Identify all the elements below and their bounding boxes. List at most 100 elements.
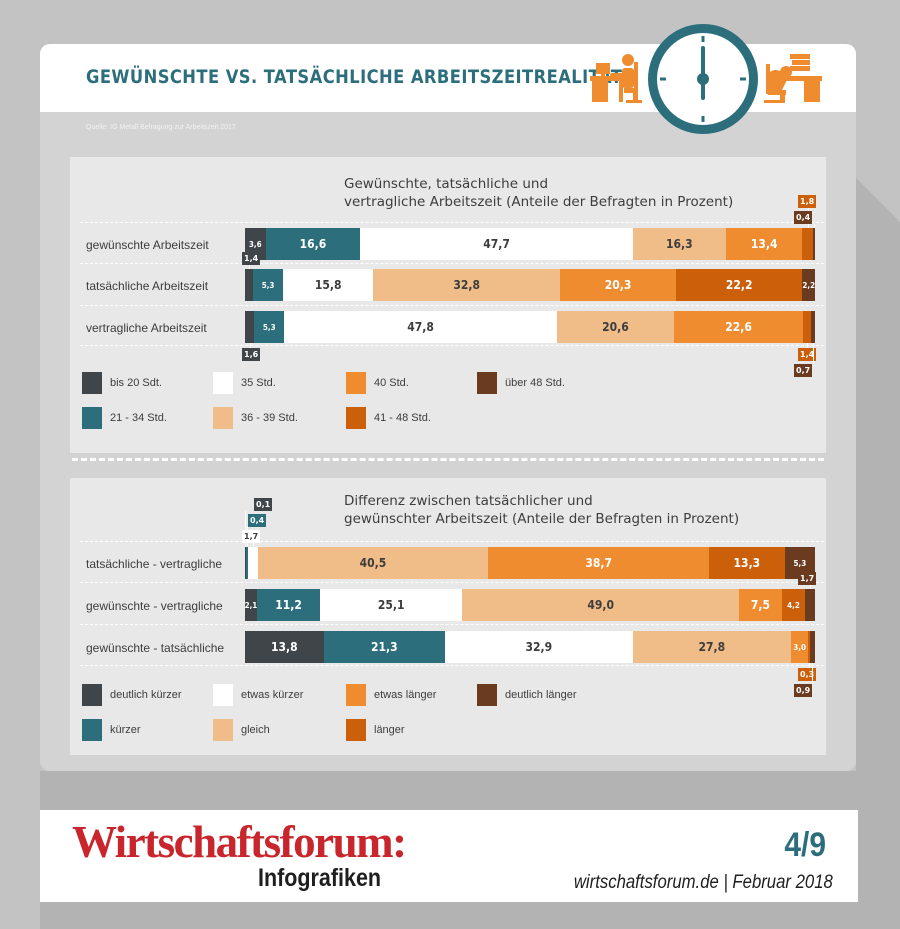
legend-item-difference-1-0: etwas kürzer	[213, 684, 303, 706]
legend-label: etwas länger	[374, 689, 437, 701]
bar-segment-hours-r1-s6: 2,2	[802, 269, 815, 301]
bar-value-label: 49,0	[587, 598, 614, 612]
gridline-hours-3	[80, 345, 824, 346]
bar-segment-difference-r2-s1: 21,3	[323, 631, 446, 663]
bar-segment-difference-r1-s4: 7,5	[739, 589, 782, 621]
legend-label: kürzer	[110, 724, 141, 736]
legend-swatch	[346, 372, 366, 394]
bar-segment-hours-r0-s1: 16,6	[265, 228, 361, 260]
bar-callout-hours-r2-s5: 1,4	[798, 348, 817, 361]
bar-segment-hours-r2-s6	[811, 311, 815, 343]
bar-value-label: 3,6	[248, 239, 262, 249]
gridline-difference-1	[80, 582, 824, 583]
bar-segment-difference-r2-s4: 3,0	[791, 631, 809, 663]
legend-item-hours-2-0: 40 Std.	[346, 372, 409, 394]
bar-value-label: 40,5	[359, 556, 387, 570]
bar-segment-difference-r0-s1	[245, 547, 248, 579]
gridline-difference-3	[80, 665, 824, 666]
legend-label: deutlich länger	[505, 689, 577, 701]
desk-worker-icon	[590, 54, 642, 103]
legend-label: 35 Std.	[241, 377, 276, 389]
bar-callout-difference-r2-s5: 0,3	[798, 668, 817, 681]
bar-callout-difference-r0-s0: 0,1	[254, 498, 273, 511]
chart-title-hours-line-2: vertragliche Arbeitszeit (Anteile der Be…	[344, 194, 734, 210]
page-title: GEWÜNSCHTE VS. TATSÄCHLICHE ARBEITSZEITR…	[86, 66, 623, 88]
legend-item-difference-2-1: länger	[346, 719, 405, 741]
chart-title-difference-line-1: Differenz zwischen tatsächlicher und	[344, 493, 593, 509]
bar-value-label: 2,2	[802, 280, 816, 290]
legend-item-difference-1-1: gleich	[213, 719, 270, 741]
bar-segment-hours-r0-s6	[812, 228, 815, 260]
bar-segment-hours-r2-s3: 20,6	[556, 311, 675, 343]
gridline-difference-0	[80, 541, 824, 542]
bar-callout-difference-r0-s2: 1,7	[242, 530, 261, 543]
bar-callout-difference-r2-s6: 0,9	[794, 684, 813, 697]
bar-value-label: 22,6	[725, 320, 752, 334]
clock-icon	[648, 24, 758, 134]
bar-callout-leader-hours-r0-s6	[813, 224, 815, 228]
bar-callout-difference-r1-s6: 1,7	[798, 572, 817, 585]
bar-value-label: 13,4	[750, 237, 778, 251]
row-label-hours-2: vertragliche Arbeitszeit	[86, 321, 207, 335]
bar-segment-hours-r1-s0	[245, 269, 253, 301]
bar-value-label: 13,3	[733, 556, 761, 570]
bar-segment-hours-r2-s1: 5,3	[254, 311, 285, 343]
bar-segment-hours-r0-s3: 16,3	[632, 228, 726, 260]
bar-callout-leader-hours-r2-s5	[807, 343, 809, 348]
row-label-difference-0: tatsächliche - vertragliche	[86, 557, 223, 571]
legend-item-difference-3-0: deutlich länger	[477, 684, 577, 706]
bar-segment-difference-r1-s0: 2,1	[245, 589, 257, 621]
legend-swatch	[477, 684, 497, 706]
bar-value-label: 5,3	[793, 558, 807, 568]
legend-item-hours-3-0: über 48 Std.	[477, 372, 565, 394]
bar-segment-difference-r0-s3: 40,5	[257, 547, 489, 579]
source-note: Quelle: IG Metall Befragung zur Arbeitsz…	[86, 124, 236, 131]
bar-callout-leader-difference-r2-s6	[812, 663, 814, 684]
bar-segment-hours-r2-s5	[803, 311, 811, 343]
chart-title-difference-line-2: gewünschter Arbeitszeit (Anteile der Bef…	[344, 511, 740, 527]
legend-swatch	[82, 372, 102, 394]
bar-value-label: 20,6	[602, 320, 629, 334]
legend-item-difference-0-0: deutlich kürzer	[82, 684, 182, 706]
bar-value-label: 5,3	[262, 322, 276, 332]
bar-callout-hours-r0-s6: 0,4	[794, 211, 813, 224]
bar-callout-leader-difference-r0-s0	[245, 511, 247, 547]
bar-segment-hours-r0-s2: 47,7	[360, 228, 633, 260]
bar-value-label: 27,8	[698, 640, 726, 654]
row-label-difference-1: gewünschte - vertragliche	[86, 599, 223, 613]
bar-segment-hours-r1-s1: 5,3	[252, 269, 284, 301]
bar-value-label: 16,3	[666, 237, 693, 251]
footer	[40, 810, 858, 902]
bar-callout-hours-r1-s0: 1,4	[242, 252, 261, 265]
section-divider	[72, 458, 824, 461]
bar-value-label: 25,1	[377, 598, 405, 612]
bar-callout-leader-difference-r2-s5	[809, 663, 810, 668]
legend-swatch	[213, 407, 233, 429]
bar-segment-difference-r1-s5: 4,2	[781, 589, 806, 621]
bar-segment-difference-r0-s4: 38,7	[488, 547, 709, 579]
bar-value-label: 47,8	[407, 320, 434, 334]
brand-logo: Wirtschaftsforum:	[72, 817, 407, 867]
chart-title-difference: Differenz zwischen tatsächlicher und gew…	[344, 492, 739, 528]
legend-label: 36 - 39 Std.	[241, 412, 298, 424]
bar-segment-difference-r0-s0	[245, 547, 246, 579]
legend-swatch	[346, 719, 366, 741]
legend-swatch	[477, 372, 497, 394]
legend-label: bis 20 Sdt.	[110, 377, 162, 389]
bar-value-label: 22,2	[725, 278, 753, 292]
bar-segment-difference-r0-s5: 13,3	[708, 547, 785, 579]
legend-label: länger	[374, 724, 405, 736]
bar-segment-hours-r0-s5	[802, 228, 813, 260]
bar-value-label: 21,3	[371, 640, 398, 654]
legend-item-hours-1-1: 36 - 39 Std.	[213, 407, 298, 429]
legend-swatch	[346, 407, 366, 429]
legend-label: 21 - 34 Std.	[110, 412, 167, 424]
legend-swatch	[213, 684, 233, 706]
bar-value-label: 5,3	[261, 280, 275, 290]
legend-item-hours-0-1: 21 - 34 Std.	[82, 407, 167, 429]
bar-segment-hours-r2-s2: 47,8	[284, 311, 557, 343]
bar-value-label: 20,3	[604, 278, 632, 292]
bar-segment-difference-r1-s2: 25,1	[320, 589, 463, 621]
bar-segment-difference-r2-s3: 27,8	[632, 631, 792, 663]
bar-callout-leader-difference-r1-s6	[810, 585, 812, 589]
